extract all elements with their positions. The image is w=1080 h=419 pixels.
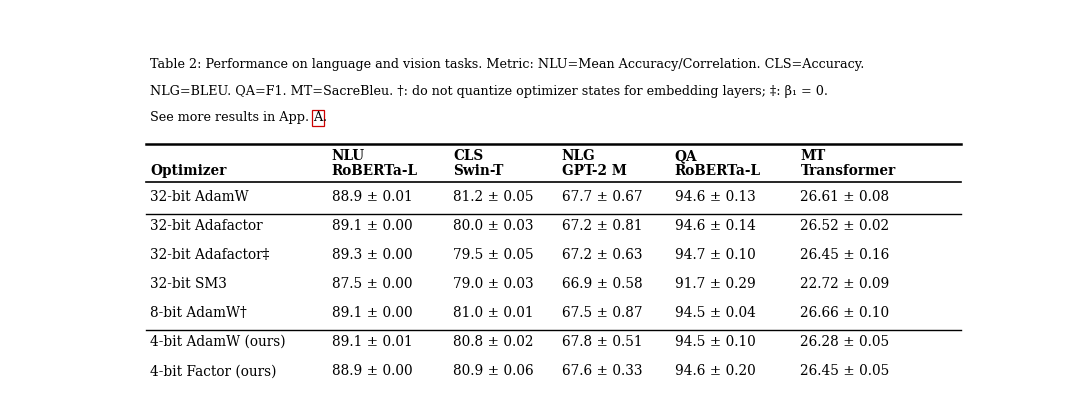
Text: 94.5 ± 0.10: 94.5 ± 0.10 — [675, 335, 756, 349]
Text: Optimizer: Optimizer — [150, 164, 227, 178]
Text: 89.3 ± 0.00: 89.3 ± 0.00 — [332, 248, 413, 262]
Text: 4-bit Factor (ours): 4-bit Factor (ours) — [150, 364, 276, 378]
Text: 80.0 ± 0.03: 80.0 ± 0.03 — [454, 219, 534, 233]
Text: MT: MT — [800, 149, 826, 163]
Text: 8-bit AdamW†: 8-bit AdamW† — [150, 306, 247, 320]
Text: 66.9 ± 0.58: 66.9 ± 0.58 — [562, 277, 643, 291]
Text: 89.1 ± 0.00: 89.1 ± 0.00 — [332, 219, 413, 233]
Text: 26.52 ± 0.02: 26.52 ± 0.02 — [800, 219, 890, 233]
Text: Transformer: Transformer — [800, 164, 895, 178]
Text: 26.61 ± 0.08: 26.61 ± 0.08 — [800, 190, 890, 204]
Text: Table 2: Performance on language and vision tasks. Metric: NLU=Mean Accuracy/Cor: Table 2: Performance on language and vis… — [150, 58, 864, 71]
Text: 94.6 ± 0.20: 94.6 ± 0.20 — [675, 364, 756, 378]
Text: 91.7 ± 0.29: 91.7 ± 0.29 — [675, 277, 756, 291]
Text: 94.6 ± 0.13: 94.6 ± 0.13 — [675, 190, 756, 204]
Text: 26.45 ± 0.05: 26.45 ± 0.05 — [800, 364, 890, 378]
Text: 26.45 ± 0.16: 26.45 ± 0.16 — [800, 248, 890, 262]
Text: 26.66 ± 0.10: 26.66 ± 0.10 — [800, 306, 890, 320]
Text: RoBERTa-L: RoBERTa-L — [675, 164, 761, 178]
Text: 32-bit AdamW: 32-bit AdamW — [150, 190, 248, 204]
Text: 89.1 ± 0.01: 89.1 ± 0.01 — [332, 335, 413, 349]
Text: 79.0 ± 0.03: 79.0 ± 0.03 — [454, 277, 534, 291]
Text: NLG: NLG — [562, 149, 596, 163]
Text: 94.5 ± 0.04: 94.5 ± 0.04 — [675, 306, 756, 320]
Text: GPT-2 M: GPT-2 M — [562, 164, 626, 178]
Text: 81.0 ± 0.01: 81.0 ± 0.01 — [454, 306, 534, 320]
Text: 79.5 ± 0.05: 79.5 ± 0.05 — [454, 248, 534, 262]
Text: 22.72 ± 0.09: 22.72 ± 0.09 — [800, 277, 890, 291]
Text: 67.2 ± 0.81: 67.2 ± 0.81 — [562, 219, 643, 233]
Text: CLS: CLS — [454, 149, 484, 163]
Text: See more results in App.: See more results in App. — [150, 111, 313, 124]
Text: Swin-T: Swin-T — [454, 164, 503, 178]
Text: 80.9 ± 0.06: 80.9 ± 0.06 — [454, 364, 534, 378]
Text: .: . — [323, 111, 326, 124]
Text: 88.9 ± 0.01: 88.9 ± 0.01 — [332, 190, 413, 204]
Text: 67.7 ± 0.67: 67.7 ± 0.67 — [562, 190, 643, 204]
Text: 32-bit Adafactor‡: 32-bit Adafactor‡ — [150, 248, 269, 262]
Text: 4-bit AdamW (ours): 4-bit AdamW (ours) — [150, 335, 286, 349]
Text: A: A — [313, 111, 323, 124]
Text: RoBERTa-L: RoBERTa-L — [332, 164, 418, 178]
Text: 32-bit Adafactor: 32-bit Adafactor — [150, 219, 262, 233]
Text: 67.6 ± 0.33: 67.6 ± 0.33 — [562, 364, 643, 378]
Text: NLG=BLEU. QA=F1. MT=SacreBleu. †: do not quantize optimizer states for embedding: NLG=BLEU. QA=F1. MT=SacreBleu. †: do not… — [150, 85, 828, 98]
Text: 87.5 ± 0.00: 87.5 ± 0.00 — [332, 277, 413, 291]
Text: 67.2 ± 0.63: 67.2 ± 0.63 — [562, 248, 643, 262]
Text: 32-bit SM3: 32-bit SM3 — [150, 277, 227, 291]
Text: 88.9 ± 0.00: 88.9 ± 0.00 — [332, 364, 413, 378]
Text: 81.2 ± 0.05: 81.2 ± 0.05 — [454, 190, 534, 204]
Text: 67.5 ± 0.87: 67.5 ± 0.87 — [562, 306, 643, 320]
Text: 94.7 ± 0.10: 94.7 ± 0.10 — [675, 248, 756, 262]
Text: 80.8 ± 0.02: 80.8 ± 0.02 — [454, 335, 534, 349]
Text: 67.8 ± 0.51: 67.8 ± 0.51 — [562, 335, 643, 349]
Text: QA: QA — [675, 149, 698, 163]
Text: 26.28 ± 0.05: 26.28 ± 0.05 — [800, 335, 890, 349]
Text: 94.6 ± 0.14: 94.6 ± 0.14 — [675, 219, 756, 233]
Text: 89.1 ± 0.00: 89.1 ± 0.00 — [332, 306, 413, 320]
Text: NLU: NLU — [332, 149, 365, 163]
